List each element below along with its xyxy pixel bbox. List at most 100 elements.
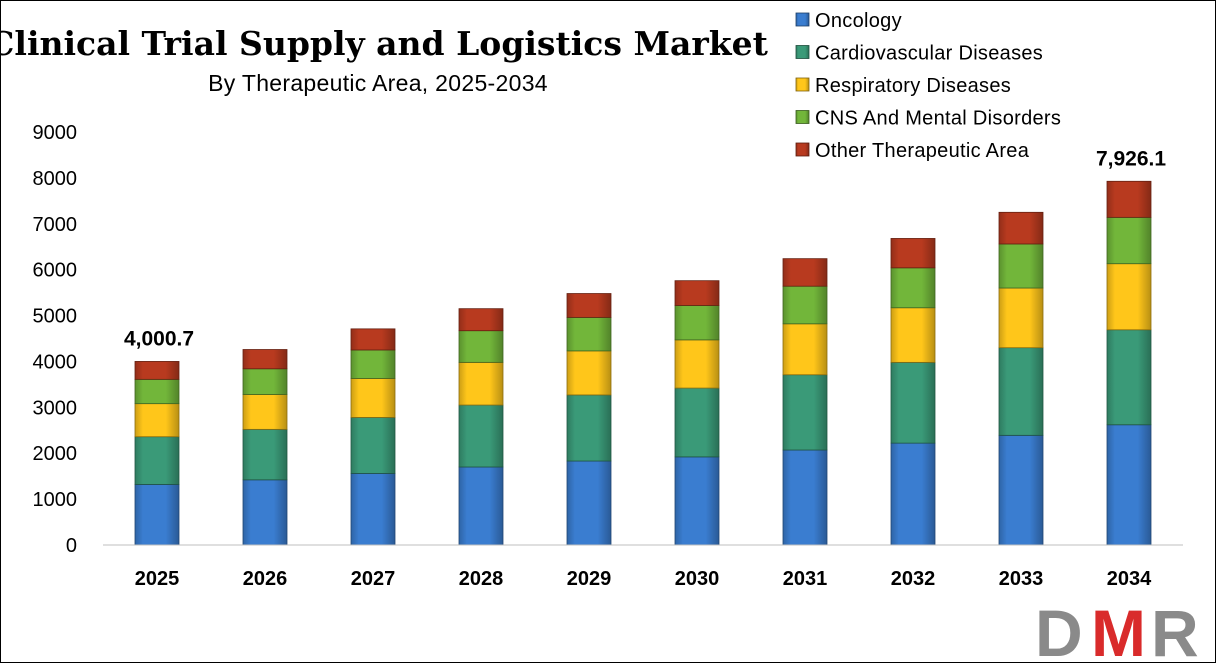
y-tick-label: 9000 xyxy=(33,122,78,144)
chart-subtitle: By Therapeutic Area, 2025-2034 xyxy=(208,70,548,96)
bars xyxy=(134,180,1152,546)
legend-swatch xyxy=(795,12,810,27)
bar-segment-respiratory-diseases xyxy=(782,323,828,376)
bar-segment-cardiovascular-diseases xyxy=(566,394,612,462)
bar-segment-oncology xyxy=(350,473,396,546)
legend-swatch xyxy=(795,45,810,59)
bar-segment-respiratory-diseases xyxy=(890,307,936,363)
bar-stack-2031 xyxy=(782,258,828,546)
bar-segment-respiratory-diseases xyxy=(998,287,1044,349)
legend-swatch xyxy=(795,77,810,92)
bar-segment-respiratory-diseases xyxy=(458,361,504,406)
bar-segment-cns-and-mental-disorders xyxy=(782,285,828,325)
legend-swatch xyxy=(795,110,810,124)
bar-stack-2029 xyxy=(566,293,612,546)
bar-segment-respiratory-diseases xyxy=(242,394,288,430)
legend-item: Oncology xyxy=(795,10,902,32)
bar-segment-cns-and-mental-disorders xyxy=(566,316,612,352)
bar-segment-oncology xyxy=(890,442,936,546)
bar-segment-cardiovascular-diseases xyxy=(782,374,828,451)
bar-segment-other-therapeutic-area xyxy=(458,308,504,332)
legend-swatch xyxy=(795,142,810,157)
bar-segment-cns-and-mental-disorders xyxy=(242,368,288,395)
x-tick-label: 2030 xyxy=(675,568,720,590)
y-axis: 0 1000 2000 3000 4000 5000 6000 7000 8000 9000 xyxy=(33,122,78,557)
x-tick-label: 2033 xyxy=(999,568,1044,590)
bar-segment-cns-and-mental-disorders xyxy=(350,349,396,379)
logo-letter: D xyxy=(1035,596,1080,662)
bar-segment-other-therapeutic-area xyxy=(242,349,288,370)
x-tick-label: 2027 xyxy=(351,568,396,590)
bar-segment-cardiovascular-diseases xyxy=(890,361,936,444)
bar-segment-oncology xyxy=(1106,424,1152,546)
bar-segment-oncology xyxy=(458,466,504,546)
bar-segment-cardiovascular-diseases xyxy=(350,417,396,474)
bar-segment-cns-and-mental-disorders xyxy=(998,243,1044,289)
bar-segment-oncology xyxy=(782,449,828,546)
chart-title: Clinical Trial Supply and Logistics Mark… xyxy=(1,24,769,63)
bar-stack-2028 xyxy=(458,308,504,546)
y-tick-label: 0 xyxy=(66,535,77,557)
bar-segment-cardiovascular-diseases xyxy=(458,404,504,468)
x-tick-label: 2029 xyxy=(567,568,612,590)
bar-segment-other-therapeutic-area xyxy=(134,361,180,380)
bar-segment-respiratory-diseases xyxy=(674,339,720,389)
bar-segment-respiratory-diseases xyxy=(134,403,180,438)
legend: Oncology Cardiovascular Diseases Respirato… xyxy=(795,10,1061,162)
x-tick-label: 2032 xyxy=(891,568,936,590)
y-tick-label: 4000 xyxy=(33,351,78,373)
y-tick-label: 6000 xyxy=(33,260,78,282)
legend-label: Cardiovascular Diseases xyxy=(815,43,1043,65)
bar-segment-cardiovascular-diseases xyxy=(674,387,720,458)
bar-segment-respiratory-diseases xyxy=(566,350,612,396)
bar-segment-cardiovascular-diseases xyxy=(998,347,1044,436)
bar-stack-2030 xyxy=(674,280,720,546)
bar-segment-cardiovascular-diseases xyxy=(242,428,288,481)
legend-label: CNS And Mental Disorders xyxy=(815,108,1061,130)
total-data-label: 7,926.1 xyxy=(1096,147,1166,170)
bar-segment-other-therapeutic-area xyxy=(674,280,720,306)
bar-segment-other-therapeutic-area xyxy=(782,258,828,287)
x-axis: 2025 2026 2027 2028 2029 2030 2031 2032 2033 2034 xyxy=(135,568,1152,590)
bar-segment-oncology xyxy=(242,479,288,546)
legend-label: Respiratory Diseases xyxy=(815,75,1011,97)
bar-segment-oncology xyxy=(566,460,612,546)
bar-segment-oncology xyxy=(998,434,1044,546)
bar-segment-other-therapeutic-area xyxy=(1106,180,1152,218)
x-tick-label: 2028 xyxy=(459,568,504,590)
legend-item: Other Therapeutic Area xyxy=(795,140,1029,162)
bar-segment-cns-and-mental-disorders xyxy=(134,378,180,405)
bar-segment-cns-and-mental-disorders xyxy=(1106,216,1152,265)
bar-segment-cns-and-mental-disorders xyxy=(674,305,720,341)
bar-segment-cns-and-mental-disorders xyxy=(458,330,504,363)
y-tick-label: 5000 xyxy=(33,306,78,328)
bar-stack-2034 xyxy=(1106,180,1152,546)
bar-segment-other-therapeutic-area xyxy=(350,328,396,351)
bar-segment-respiratory-diseases xyxy=(350,378,396,418)
bar-segment-respiratory-diseases xyxy=(1106,263,1152,331)
bar-segment-cns-and-mental-disorders xyxy=(890,267,936,309)
bar-stack-2033 xyxy=(998,211,1044,546)
bar-stack-2027 xyxy=(350,328,396,546)
x-tick-label: 2031 xyxy=(783,568,828,590)
total-data-label: 4,000.7 xyxy=(124,327,194,350)
data-labels: 4,000.7 7,926.1 xyxy=(124,147,1166,350)
bar-segment-other-therapeutic-area xyxy=(566,293,612,318)
bar-segment-cardiovascular-diseases xyxy=(134,436,180,485)
bar-segment-oncology xyxy=(674,456,720,546)
legend-item: Cardiovascular Diseases xyxy=(795,43,1043,65)
bar-segment-cardiovascular-diseases xyxy=(1106,329,1152,426)
bar-stack-2032 xyxy=(890,238,936,546)
bar-stack-2026 xyxy=(242,349,288,546)
y-tick-label: 7000 xyxy=(33,214,78,236)
logo-letter: R xyxy=(1151,596,1198,662)
bar-segment-oncology xyxy=(134,484,180,546)
bar-stack-2025 xyxy=(134,361,180,546)
x-tick-label: 2034 xyxy=(1107,568,1152,590)
y-tick-label: 3000 xyxy=(33,397,78,419)
bar-segment-other-therapeutic-area xyxy=(890,238,936,269)
y-tick-label: 8000 xyxy=(33,168,78,190)
